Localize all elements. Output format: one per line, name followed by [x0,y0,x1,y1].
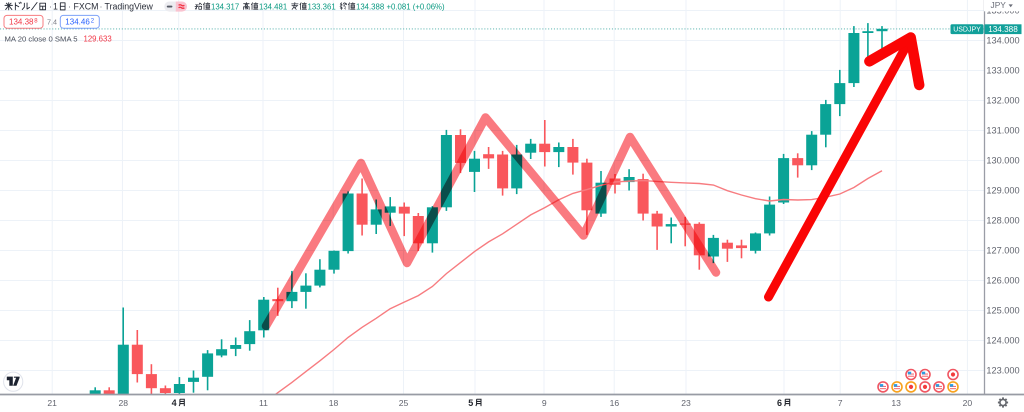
svg-text:USDJPY: USDJPY [953,27,981,34]
svg-text:18: 18 [329,398,339,408]
svg-text:128.000: 128.000 [986,216,1019,226]
svg-text:28: 28 [119,398,129,408]
svg-text:129.633: 129.633 [84,34,112,43]
svg-text:FXCM: FXCM [74,2,99,12]
svg-text:·: · [100,2,103,12]
svg-text:123.000: 123.000 [986,366,1019,376]
svg-text:126.000: 126.000 [986,276,1019,286]
svg-text:6: 6 [777,398,782,408]
svg-text:9: 9 [542,398,547,408]
svg-text:23: 23 [681,398,691,408]
svg-text:8: 8 [34,18,38,24]
svg-text:2: 2 [91,18,95,24]
svg-text:134.388: 134.388 [356,2,384,11]
svg-text:·: · [49,2,52,12]
svg-text:25: 25 [399,398,409,408]
svg-text:4: 4 [172,398,177,408]
svg-text:134.317: 134.317 [211,2,239,11]
svg-text:7: 7 [838,398,843,408]
svg-text:MA 20 close 0 SMA 5: MA 20 close 0 SMA 5 [5,34,78,43]
svg-text:131.000: 131.000 [986,126,1019,136]
svg-text:132.000: 132.000 [986,96,1019,106]
svg-text:21: 21 [47,398,57,408]
svg-text:JPY: JPY [991,0,1007,10]
svg-text:133.000: 133.000 [986,66,1019,76]
svg-text:1: 1 [53,2,58,12]
svg-text:125.000: 125.000 [986,306,1019,316]
svg-text:11: 11 [259,398,268,408]
svg-text:7.4: 7.4 [47,17,57,26]
svg-text:134.46: 134.46 [65,18,90,27]
svg-text:134.388: 134.388 [988,25,1018,34]
svg-text:TradingView: TradingView [105,2,154,12]
svg-text:20: 20 [963,398,973,408]
svg-text:13: 13 [891,398,901,408]
svg-text:16: 16 [610,398,620,408]
svg-text:127.000: 127.000 [986,246,1019,256]
svg-text:134.000: 134.000 [986,36,1019,46]
svg-text:133.361: 133.361 [308,2,336,11]
svg-text:5: 5 [468,398,473,408]
svg-text:130.000: 130.000 [986,156,1019,166]
svg-text:134.38: 134.38 [9,18,34,27]
svg-text:134.481: 134.481 [259,2,287,11]
svg-text:129.000: 129.000 [986,186,1019,196]
svg-text:+0.081 (+0.06%): +0.081 (+0.06%) [387,2,445,11]
svg-text:124.000: 124.000 [986,336,1019,346]
svg-text:·: · [68,2,71,12]
